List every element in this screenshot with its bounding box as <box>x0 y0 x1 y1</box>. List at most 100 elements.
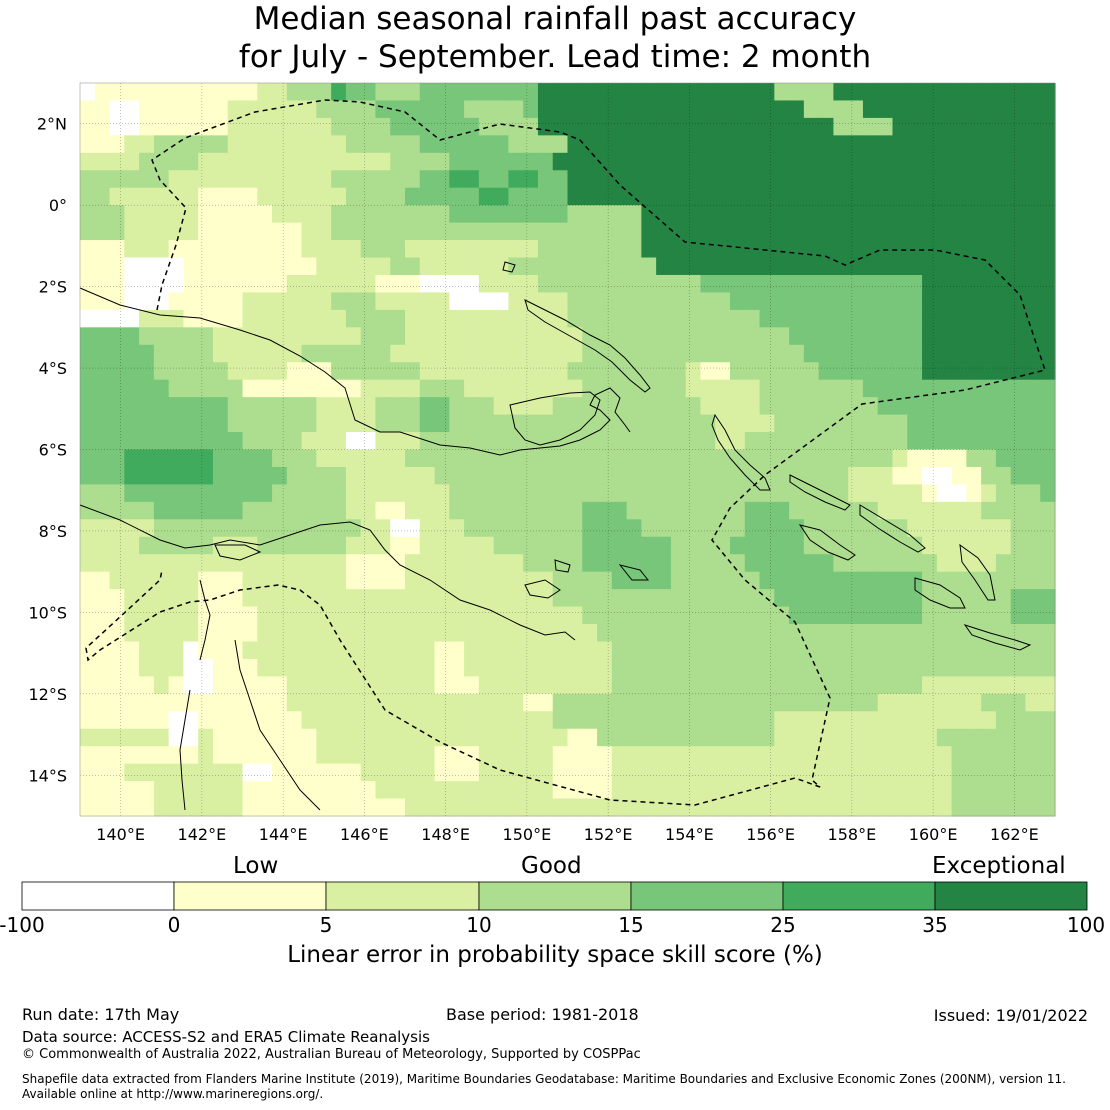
grid-cell <box>848 170 864 189</box>
grid-cell <box>907 641 923 660</box>
grid-cell <box>493 379 510 398</box>
grid-cell <box>405 414 421 433</box>
grid-cell <box>951 414 967 433</box>
grid-cell <box>744 449 761 468</box>
grid-cell <box>419 187 436 206</box>
grid-cell <box>715 117 731 136</box>
grid-cell <box>124 484 140 503</box>
grid-cell <box>537 397 554 416</box>
grid-cell <box>94 100 111 119</box>
grid-cell <box>1025 519 1041 538</box>
grid-cell <box>198 763 214 782</box>
grid-cell <box>700 432 716 451</box>
grid-cell <box>405 100 421 119</box>
grid-cell <box>567 100 583 119</box>
grid-cell <box>936 501 953 520</box>
grid-cell <box>626 449 642 468</box>
grid-cell <box>656 658 672 677</box>
grid-cell <box>493 798 510 817</box>
grid-cell <box>759 187 775 206</box>
grid-cell <box>877 344 894 363</box>
grid-cell <box>656 327 672 346</box>
grid-cell <box>597 798 613 817</box>
grid-cell <box>153 170 170 189</box>
grid-cell <box>94 205 111 224</box>
grid-cell <box>286 327 303 346</box>
grid-cell <box>153 519 170 538</box>
grid-cell <box>951 536 967 555</box>
grid-cell <box>995 135 1012 154</box>
grid-cell <box>153 397 170 416</box>
grid-cell <box>656 641 672 660</box>
grid-cell <box>227 83 244 102</box>
grid-cell <box>212 117 229 136</box>
grid-cell <box>464 798 480 817</box>
grid-cell <box>789 100 805 119</box>
grid-cell <box>124 257 140 276</box>
grid-cell <box>552 117 569 136</box>
grid-cell <box>331 117 347 136</box>
grid-cell <box>877 83 894 102</box>
grid-cell <box>153 205 170 224</box>
grid-cell <box>405 606 421 625</box>
grid-cell <box>257 466 273 485</box>
grid-cell <box>833 624 849 643</box>
grid-cell <box>434 432 450 451</box>
grid-cell <box>523 205 539 224</box>
grid-cell <box>286 798 303 817</box>
grid-cell <box>936 83 953 102</box>
grid-cell <box>464 432 480 451</box>
grid-cell <box>390 240 406 259</box>
grid-cell <box>257 170 273 189</box>
grid-cell <box>685 466 702 485</box>
grid-cell <box>744 222 761 241</box>
grid-cell <box>552 466 569 485</box>
grid-cell <box>419 746 436 765</box>
grid-cell <box>360 205 377 224</box>
grid-cell <box>94 379 111 398</box>
grid-cell <box>833 240 849 259</box>
grid-cell <box>345 309 362 328</box>
grid-cell <box>670 170 687 189</box>
grid-cell <box>892 222 908 241</box>
grid-cell <box>168 344 185 363</box>
grid-cell <box>567 240 583 259</box>
grid-cell <box>774 501 790 520</box>
grid-cell <box>833 170 849 189</box>
grid-cell <box>124 501 140 520</box>
grid-cell <box>877 100 894 119</box>
grid-cell <box>316 257 332 276</box>
grid-cell <box>523 135 539 154</box>
grid-cell <box>877 379 894 398</box>
grid-cell <box>242 554 258 573</box>
grid-cell <box>80 83 96 102</box>
grid-cell <box>109 240 125 259</box>
grid-cell <box>922 222 938 241</box>
grid-cell <box>419 554 436 573</box>
grid-cell <box>449 571 465 590</box>
grid-cell <box>995 624 1012 643</box>
grid-cell <box>183 117 199 136</box>
grid-cell <box>833 135 849 154</box>
grid-cell <box>537 658 554 677</box>
grid-cell <box>242 222 258 241</box>
grid-cell <box>1025 187 1041 206</box>
grid-cell <box>582 117 598 136</box>
grid-cell <box>537 187 554 206</box>
grid-cell <box>626 117 642 136</box>
grid-cell <box>951 641 967 660</box>
grid-cell <box>818 205 835 224</box>
grid-cell <box>774 711 790 730</box>
grid-cell <box>316 414 332 433</box>
grid-cell <box>995 449 1012 468</box>
grid-cell <box>80 432 96 451</box>
grid-cell <box>774 693 790 712</box>
grid-cell <box>818 187 835 206</box>
grid-cell <box>670 606 687 625</box>
grid-cell <box>272 83 288 102</box>
grid-cell <box>685 100 702 119</box>
grid-cell <box>375 240 391 259</box>
grid-cell <box>168 362 185 381</box>
grid-cell <box>567 170 583 189</box>
coast-new-guinea-north <box>79 287 631 456</box>
